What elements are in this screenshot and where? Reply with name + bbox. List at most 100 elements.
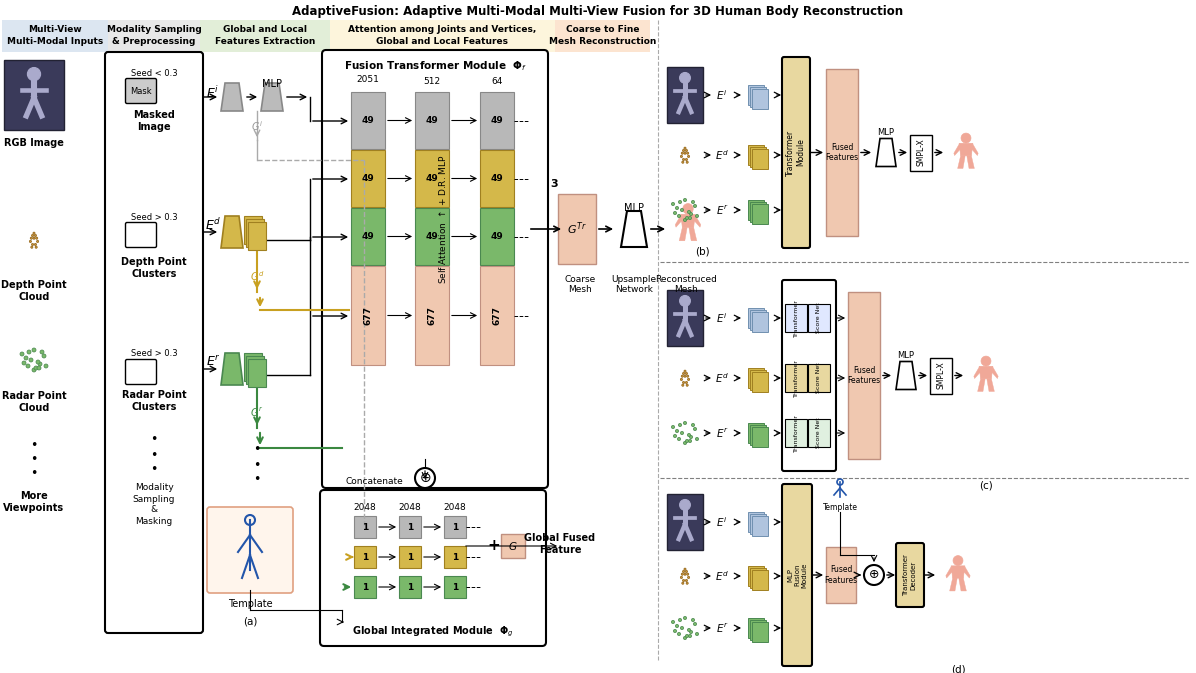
Bar bbox=[501, 534, 525, 558]
Circle shape bbox=[684, 152, 687, 154]
Circle shape bbox=[685, 158, 688, 161]
Circle shape bbox=[35, 244, 37, 246]
Text: Multi-Modal Inputs: Multi-Modal Inputs bbox=[7, 36, 103, 46]
Circle shape bbox=[682, 573, 683, 575]
Text: $E^d$: $E^d$ bbox=[205, 217, 221, 233]
Bar bbox=[826, 69, 858, 236]
Text: $E^i$: $E^i$ bbox=[207, 85, 220, 101]
Circle shape bbox=[684, 573, 687, 575]
Circle shape bbox=[681, 627, 684, 630]
Text: 1: 1 bbox=[407, 553, 413, 561]
Text: 512: 512 bbox=[423, 77, 440, 87]
Text: Seed > 0.3: Seed > 0.3 bbox=[130, 213, 177, 221]
Polygon shape bbox=[676, 215, 683, 227]
Circle shape bbox=[687, 161, 688, 164]
Text: Fused
Features: Fused Features bbox=[825, 143, 859, 162]
Text: Template: Template bbox=[823, 503, 858, 511]
Circle shape bbox=[28, 350, 31, 354]
Circle shape bbox=[962, 133, 971, 143]
Circle shape bbox=[37, 366, 41, 370]
Circle shape bbox=[44, 364, 48, 368]
Circle shape bbox=[677, 437, 681, 441]
Text: Seed > 0.3: Seed > 0.3 bbox=[130, 349, 177, 359]
Circle shape bbox=[694, 205, 696, 207]
Bar bbox=[667, 67, 703, 123]
Circle shape bbox=[683, 158, 684, 161]
Bar bbox=[415, 208, 448, 265]
Text: (d): (d) bbox=[951, 665, 965, 673]
Text: Global Fused
Feature: Global Fused Feature bbox=[524, 533, 596, 555]
Circle shape bbox=[681, 155, 683, 157]
Bar bbox=[399, 546, 421, 568]
Bar bbox=[785, 304, 807, 332]
Text: Features Extraction: Features Extraction bbox=[215, 36, 316, 46]
Circle shape bbox=[687, 375, 689, 378]
Circle shape bbox=[673, 434, 677, 437]
Text: Cloud: Cloud bbox=[18, 292, 50, 302]
Text: Modality: Modality bbox=[135, 483, 173, 493]
Circle shape bbox=[688, 378, 690, 380]
Circle shape bbox=[683, 579, 684, 581]
Bar bbox=[785, 419, 807, 447]
Bar bbox=[354, 546, 376, 568]
Circle shape bbox=[681, 576, 683, 579]
Polygon shape bbox=[694, 215, 701, 227]
Bar bbox=[244, 216, 262, 244]
Text: $E^i$: $E^i$ bbox=[716, 88, 727, 102]
Polygon shape bbox=[954, 144, 960, 155]
Bar bbox=[415, 92, 448, 149]
Bar bbox=[330, 20, 555, 52]
Bar bbox=[752, 372, 768, 392]
Text: MLP: MLP bbox=[878, 128, 895, 137]
Circle shape bbox=[671, 425, 675, 429]
Circle shape bbox=[22, 361, 26, 365]
Circle shape bbox=[36, 237, 38, 240]
Text: 2048: 2048 bbox=[398, 503, 421, 513]
Circle shape bbox=[37, 240, 38, 242]
Polygon shape bbox=[987, 378, 994, 392]
Circle shape bbox=[695, 633, 698, 635]
Text: Masked: Masked bbox=[133, 110, 175, 120]
Text: 49: 49 bbox=[490, 232, 504, 241]
Circle shape bbox=[685, 579, 688, 581]
Bar bbox=[748, 618, 764, 637]
Polygon shape bbox=[959, 143, 972, 155]
Text: Sampling: Sampling bbox=[133, 495, 176, 503]
Bar bbox=[354, 516, 376, 538]
Text: Viewpoints: Viewpoints bbox=[4, 503, 65, 513]
Circle shape bbox=[682, 375, 683, 378]
Bar bbox=[826, 547, 856, 603]
Circle shape bbox=[695, 215, 698, 217]
Text: MLP
Fusion
Module: MLP Fusion Module bbox=[787, 563, 807, 588]
Bar bbox=[748, 423, 764, 443]
Text: Mask: Mask bbox=[130, 87, 152, 96]
Circle shape bbox=[678, 423, 682, 427]
Text: 49: 49 bbox=[490, 116, 504, 125]
Polygon shape bbox=[221, 353, 243, 385]
Bar bbox=[748, 201, 764, 219]
Bar bbox=[750, 370, 765, 390]
Bar bbox=[444, 516, 466, 538]
Circle shape bbox=[32, 368, 36, 372]
Circle shape bbox=[687, 152, 689, 154]
Bar bbox=[667, 494, 703, 550]
Polygon shape bbox=[261, 83, 283, 111]
Text: Seed < 0.3: Seed < 0.3 bbox=[130, 69, 177, 77]
Circle shape bbox=[38, 362, 42, 366]
Text: Fusion Transformer Module  $\mathbf{\Phi}_f$: Fusion Transformer Module $\mathbf{\Phi}… bbox=[343, 59, 526, 73]
Circle shape bbox=[678, 201, 682, 204]
FancyBboxPatch shape bbox=[105, 52, 203, 633]
Text: $\oplus$: $\oplus$ bbox=[868, 569, 879, 581]
Circle shape bbox=[676, 207, 678, 209]
Circle shape bbox=[28, 67, 41, 81]
Bar bbox=[350, 266, 385, 365]
Polygon shape bbox=[679, 227, 688, 241]
Circle shape bbox=[684, 375, 687, 378]
Text: Coarse to Fine: Coarse to Fine bbox=[566, 24, 639, 34]
Bar bbox=[750, 425, 765, 445]
Circle shape bbox=[33, 366, 38, 370]
Bar bbox=[748, 85, 764, 104]
Polygon shape bbox=[621, 211, 647, 247]
Text: $E^r$: $E^r$ bbox=[715, 427, 728, 439]
Polygon shape bbox=[681, 215, 695, 227]
